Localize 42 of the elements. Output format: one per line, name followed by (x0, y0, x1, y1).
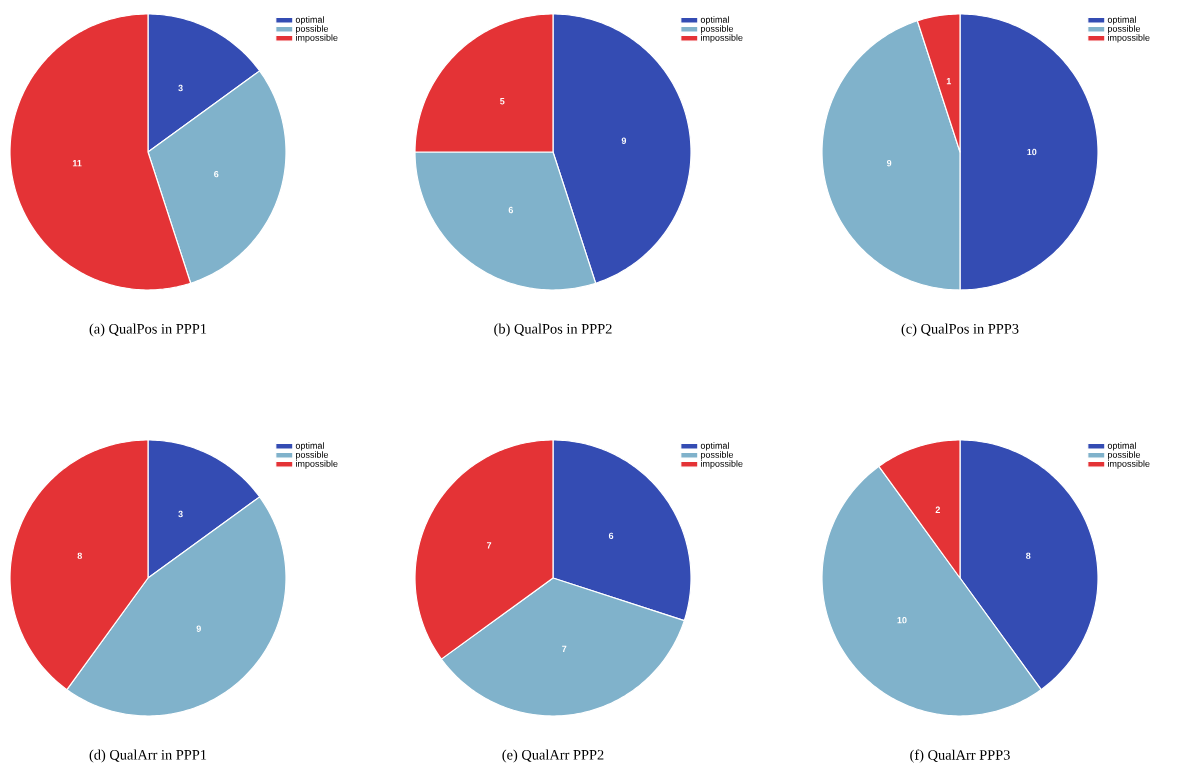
data-label: 7 (486, 542, 492, 549)
data-label: 6 (608, 532, 614, 540)
legend-label: possible (296, 25, 329, 34)
data-label: 3 (178, 84, 183, 92)
data-label: 2 (935, 506, 940, 513)
legend-label: optimal (700, 16, 729, 25)
data-label: 7 (562, 645, 567, 652)
data-label: 6 (508, 206, 513, 214)
legend-label: possible (1108, 451, 1141, 460)
data-label: 11 (72, 160, 82, 167)
text: (e) QualArr PPP2 (502, 749, 604, 763)
data-label: 3 (178, 510, 183, 518)
legend-label: impossible (701, 460, 743, 469)
legend-label: impossible (701, 34, 743, 43)
legend-label: impossible (1108, 34, 1150, 43)
text: (d) QualArr in PPP1 (89, 749, 207, 763)
legend-label: optimal (1107, 16, 1136, 25)
text: (b) QualPos in PPP2 (494, 323, 612, 337)
text: (c) QualPos in PPP3 (901, 323, 1019, 337)
legend-label: possible (701, 25, 734, 34)
data-label: 6 (214, 170, 219, 178)
data-label: 9 (886, 160, 892, 167)
data-label: 9 (196, 625, 201, 632)
data-label: 1 (946, 78, 952, 85)
data-label: 9 (621, 137, 627, 144)
legend-label: impossible (296, 460, 338, 469)
legend-label: impossible (1108, 460, 1150, 469)
data-label: 5 (500, 98, 505, 105)
data-label: 8 (1026, 552, 1031, 560)
legend-label: optimal (700, 442, 729, 451)
legend-label: possible (701, 451, 734, 460)
data-label: 8 (77, 552, 82, 560)
legend-label: possible (296, 451, 329, 460)
legend-label: possible (1108, 25, 1141, 34)
text: (f) QualArr PPP3 (910, 749, 1010, 763)
legend-label: optimal (295, 16, 324, 25)
legend-label: optimal (1107, 442, 1136, 451)
data-label: 10 (897, 616, 907, 624)
legend-label: impossible (296, 34, 338, 43)
legend-label: optimal (295, 442, 324, 451)
data-label: 10 (1027, 148, 1037, 156)
text: (a) QualPos in PPP1 (89, 323, 207, 337)
